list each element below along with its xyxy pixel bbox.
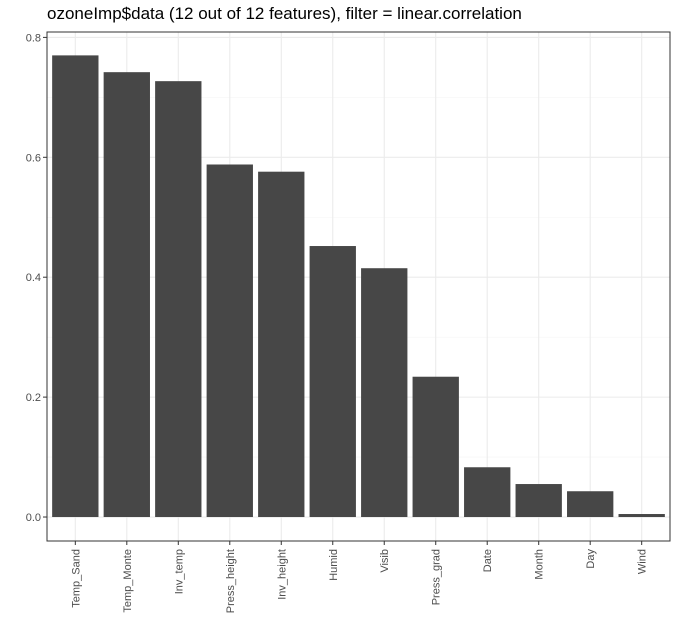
bar-wind xyxy=(618,514,665,518)
x-tick-label: Inv_height xyxy=(276,549,288,600)
bars xyxy=(52,55,665,518)
bar-date xyxy=(464,467,511,518)
bar-press_grad xyxy=(412,376,459,518)
x-tick-label: Day xyxy=(585,549,597,569)
x-tick-label: Press_height xyxy=(225,549,237,613)
y-tick-label: 0.6 xyxy=(26,152,41,164)
bar-temp_monte xyxy=(103,72,150,518)
bar-humid xyxy=(309,246,356,518)
x-tick-label: Temp_Sand xyxy=(70,549,82,608)
x-tick-label: Date xyxy=(482,549,494,572)
bar-visib xyxy=(361,268,408,518)
panel-border xyxy=(46,31,671,542)
bar-press_height xyxy=(206,164,253,518)
x-tick-label: Temp_Monte xyxy=(122,549,134,613)
y-axis: 0.0 0.2 0.4 0.6 0.8 xyxy=(26,32,47,524)
x-tick-label: Inv_temp xyxy=(173,549,185,594)
x-tick-label: Humid xyxy=(328,549,340,581)
x-axis: Temp_Sand Temp_Monte Inv_temp Press_height I… xyxy=(70,541,649,613)
y-tick-label: 0.2 xyxy=(26,392,41,404)
bar-day xyxy=(567,491,614,518)
panel-background xyxy=(47,32,670,541)
y-tick-label: 0.0 xyxy=(26,512,41,524)
bar-temp_sand xyxy=(52,55,99,518)
chart-title: ozoneImp$data (12 out of 12 features), f… xyxy=(47,4,522,23)
bar-inv_height xyxy=(258,171,305,518)
x-tick-label: Press_grad xyxy=(431,549,443,605)
bar-inv_temp xyxy=(155,81,202,518)
x-tick-label: Visib xyxy=(379,549,391,573)
y-tick-label: 0.4 xyxy=(26,272,41,284)
y-tick-label: 0.8 xyxy=(26,32,41,44)
x-tick-label: Wind xyxy=(637,549,649,574)
bar-month xyxy=(515,484,562,518)
x-tick-label: Month xyxy=(534,549,546,580)
